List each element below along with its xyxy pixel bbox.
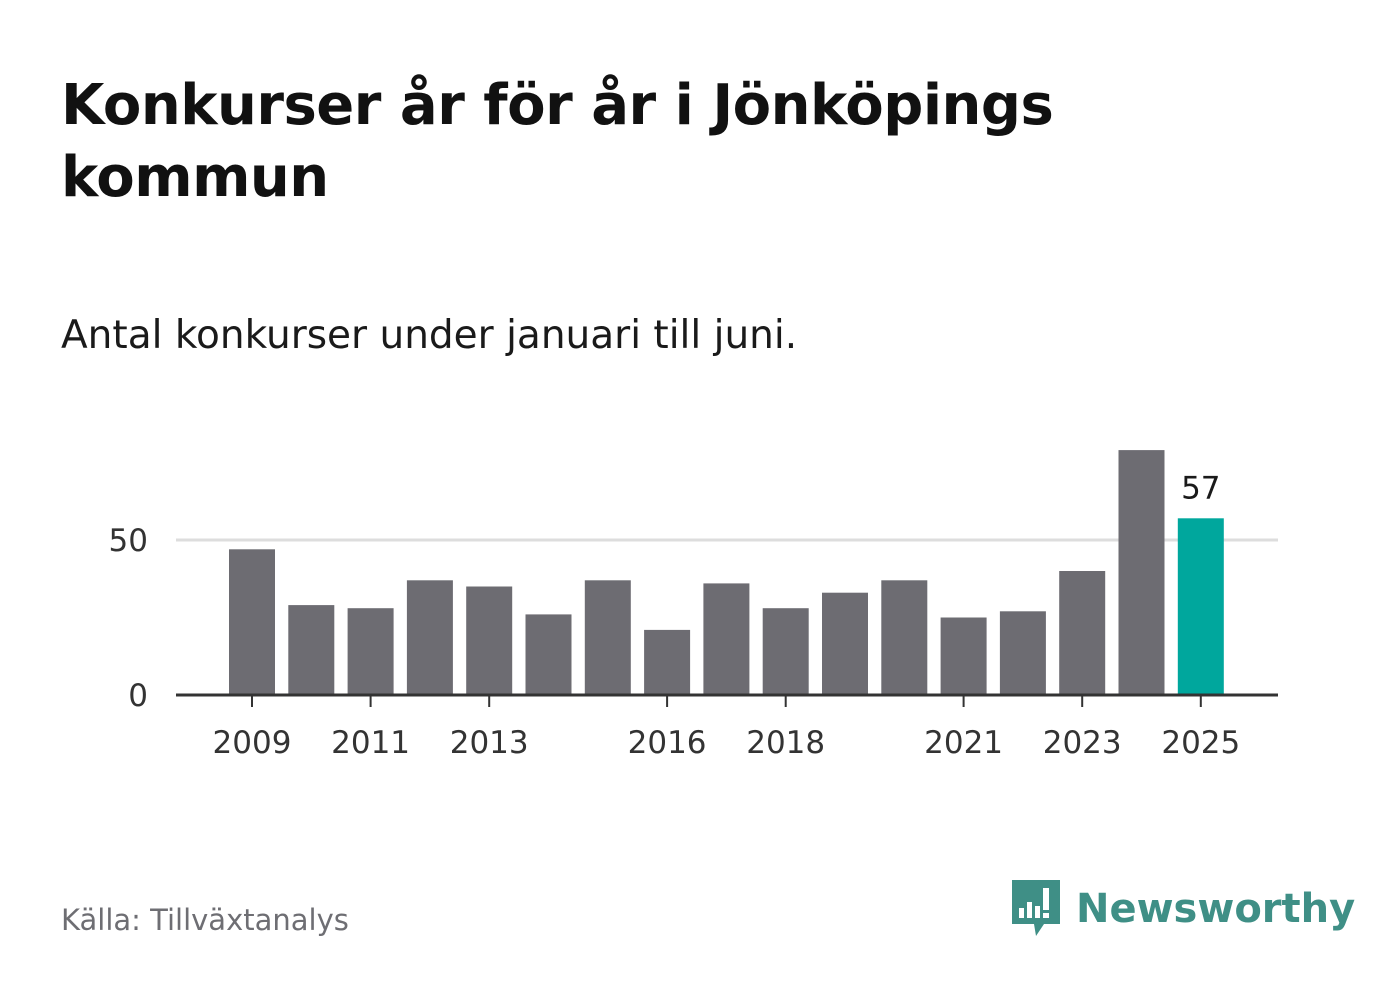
bar-2009 (229, 549, 275, 695)
bar-2012 (406, 580, 453, 695)
bar-2013 (466, 586, 513, 695)
tick-labels: 0 50 57 2009 2011 2013 2016 2018 2021 2023 2025 (109, 470, 1241, 761)
y-tick-label: 0 (128, 678, 148, 714)
brand-logo: Newsworthy (1010, 878, 1355, 940)
x-tick-label-2021: 2021 (924, 725, 1003, 761)
bar-2025 (1177, 518, 1224, 695)
x-tick-label-2023: 2023 (1043, 725, 1122, 761)
x-tick-label-2013: 2013 (450, 725, 529, 761)
newsworthy-logo-icon (1012, 880, 1060, 936)
bar-2021 (940, 617, 987, 695)
data-label-2025: 57 (1181, 470, 1220, 506)
bar-2011 (347, 608, 394, 695)
x-tick-label-2009: 2009 (213, 725, 292, 761)
y-tick-label: 50 (109, 523, 148, 559)
bar-2020 (881, 580, 928, 695)
bar-2016 (644, 629, 691, 695)
chart-subtitle: Antal konkurser under januari till juni. (61, 313, 798, 358)
x-tick-label-2011: 2011 (331, 725, 410, 761)
bar-2015 (584, 580, 631, 695)
bar-chart: 0 50 57 2009 2011 2013 2016 2018 2021 2023 2025 (109, 450, 1278, 761)
bar-2014 (525, 614, 572, 695)
bar-2018 (762, 608, 809, 695)
x-tick-label-2016: 2016 (628, 725, 707, 761)
source-note: Källa: Tillväxtanalys (61, 903, 349, 937)
x-axis (176, 693, 1278, 707)
chart-title: Konkurser år för år i Jönköpings kommun (61, 73, 1054, 210)
bar-2017 (703, 583, 750, 695)
bar-2023 (1059, 571, 1106, 695)
bar-2010 (288, 605, 335, 695)
bar-2022 (999, 611, 1046, 695)
x-tick-label-2025: 2025 (1161, 725, 1240, 761)
brand-name: Newsworthy (1076, 886, 1356, 932)
bar-2024 (1118, 450, 1165, 695)
bar-2019 (822, 592, 868, 695)
x-tick-label-2018: 2018 (746, 725, 825, 761)
bars (229, 450, 1224, 695)
